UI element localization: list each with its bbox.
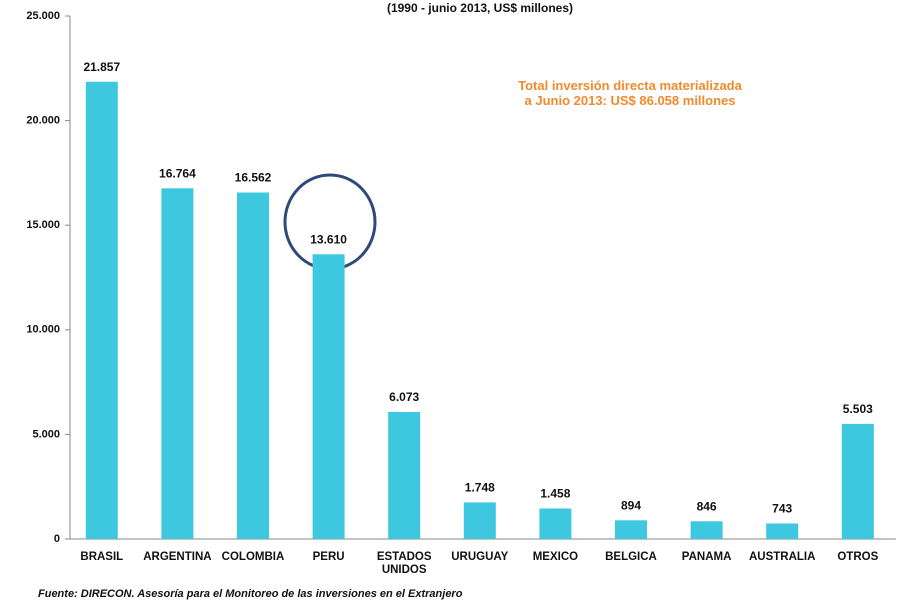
y-tick-label: 15.000 xyxy=(26,219,60,231)
bar xyxy=(539,508,572,539)
x-tick-label: AUSTRALIA xyxy=(748,551,816,563)
value-label: 16.562 xyxy=(235,171,272,185)
x-tick-label: ARGENTINA xyxy=(143,551,212,563)
x-tick-label: URUGUAY xyxy=(451,551,509,563)
y-tick-label: 10.000 xyxy=(26,324,60,336)
value-label: 1.458 xyxy=(540,487,570,501)
y-tick-label: 20.000 xyxy=(26,115,60,127)
x-tick-label: PANAMA xyxy=(681,551,732,563)
bar xyxy=(690,521,723,539)
chart-subtitle: (1990 - junio 2013, US$ millones) xyxy=(387,1,573,15)
bar xyxy=(388,411,421,539)
annotation: Total inversión directa materializada a … xyxy=(480,78,780,108)
x-tick-label: COLOMBIA xyxy=(221,551,285,563)
x-tick-label: MEXICO xyxy=(532,551,579,563)
x-tick-label: PERU xyxy=(312,551,345,563)
value-label: 21.857 xyxy=(83,60,120,74)
bar xyxy=(237,192,269,540)
source-note: Fuente: DIRECON. Asesoría para el Monito… xyxy=(38,588,463,600)
y-tick-label: 25.000 xyxy=(26,10,60,22)
value-label: 6.073 xyxy=(389,390,419,404)
x-tick-label: ESTADOS UNIDOS xyxy=(376,551,432,576)
bar xyxy=(463,502,496,539)
y-tick-label: 0 xyxy=(54,533,60,545)
value-label: 16.764 xyxy=(159,166,196,180)
bar xyxy=(312,254,345,539)
x-tick-label: BELGICA xyxy=(605,551,657,563)
value-label: 5.503 xyxy=(843,402,873,416)
y-tick-label: 5.000 xyxy=(32,428,60,440)
x-tick-label: BRASIL xyxy=(80,551,124,563)
bar xyxy=(615,520,647,539)
annotation-line: a Junio 2013: US$ 86.058 millones xyxy=(524,93,736,108)
bar xyxy=(161,188,194,539)
bar xyxy=(85,81,118,539)
bar xyxy=(841,423,874,539)
value-label: 13.610 xyxy=(310,232,347,246)
annotation-line: Total inversión directa materializada xyxy=(518,78,742,93)
value-label: 1.748 xyxy=(465,481,495,495)
x-tick-label: OTROS xyxy=(837,551,879,563)
bar xyxy=(766,523,799,539)
value-label: 846 xyxy=(697,499,717,513)
value-label: 743 xyxy=(772,502,792,516)
value-label: 894 xyxy=(621,498,641,512)
